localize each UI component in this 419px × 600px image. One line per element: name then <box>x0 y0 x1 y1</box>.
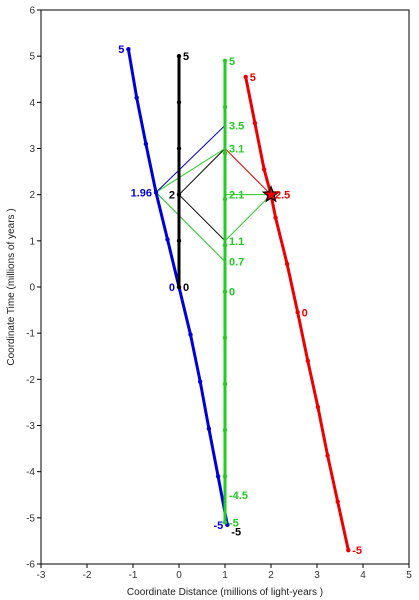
data-label: 3.5 <box>229 120 244 132</box>
data-point <box>206 426 212 431</box>
data-point <box>165 237 170 242</box>
data-label: 2.1 <box>229 190 244 202</box>
x-tick-label: 2 <box>268 570 274 581</box>
data-point <box>153 190 159 195</box>
data-label: -5 <box>352 545 362 557</box>
y-tick-label: -2 <box>26 375 35 386</box>
data-point <box>176 192 182 197</box>
data-point <box>261 167 267 172</box>
light-ray <box>155 125 226 193</box>
data-point <box>222 289 228 294</box>
data-point <box>176 238 182 244</box>
x-tick-label: -1 <box>129 570 138 581</box>
data-point <box>126 47 131 52</box>
data-label: 3.1 <box>229 144 244 156</box>
data-label: 0.7 <box>229 257 244 269</box>
worldline <box>244 76 350 551</box>
y-tick-label: 3 <box>29 144 35 155</box>
y-tick-label: 1 <box>29 236 35 247</box>
data-point <box>222 520 228 525</box>
data-label: -5 <box>229 517 239 529</box>
y-tick-label: 0 <box>29 283 35 294</box>
data-label: 2 <box>169 190 175 202</box>
axis-ticks: -3 -2 -1 0 1 2 3 4 5 -6 -5 -4 -3 -2 -1 0 1 2 3 4 5 6 <box>26 6 412 582</box>
data-point <box>134 95 139 100</box>
y-tick-label: -1 <box>26 329 35 340</box>
data-label: 2.5 <box>275 190 290 202</box>
data-point <box>222 427 228 433</box>
data-point <box>243 74 248 80</box>
light-ray <box>178 194 226 242</box>
light-ray <box>224 148 272 196</box>
data-label: 1.96 <box>131 187 152 199</box>
x-tick-label: 4 <box>360 570 366 581</box>
data-label: -5 <box>214 520 224 532</box>
data-point <box>176 100 182 105</box>
data-point <box>305 358 310 364</box>
data-point <box>346 547 351 553</box>
data-label: -4.5 <box>229 490 248 502</box>
data-point <box>188 332 193 337</box>
y-tick-label: -4 <box>26 467 35 478</box>
data-point <box>197 379 203 384</box>
y-tick-label: -6 <box>26 560 35 571</box>
star-event-marker <box>261 185 281 203</box>
x-tick-label: -3 <box>37 570 46 581</box>
data-label: 5 <box>118 44 124 56</box>
y-tick-label: 5 <box>29 52 35 63</box>
data-point <box>335 499 340 504</box>
x-axis-label: Coordinate Distance (millions of light-y… <box>127 587 323 598</box>
x-tick-label: -2 <box>83 570 92 581</box>
x-tick-label: 3 <box>314 570 320 581</box>
event-marker <box>261 185 281 203</box>
x-tick-label: 0 <box>176 570 182 581</box>
data-label: 0 <box>169 282 175 294</box>
data-point <box>176 53 182 59</box>
light-ray <box>155 192 226 262</box>
light-ray <box>155 148 226 193</box>
data-label: 5 <box>229 56 235 68</box>
data-label: 0 <box>183 282 189 294</box>
light-rays <box>155 125 272 262</box>
data-label: 5 <box>250 72 256 84</box>
y-axis-label: Coordinate Time (millions of years ) <box>6 208 17 365</box>
data-point <box>315 404 321 410</box>
data-point <box>295 310 300 315</box>
data-labels: 5 1.96 0 -5 5 2 0 -5 5 3.5 3.1 2.1 1.1 0.7 0 -4.5 -5 5 2.5… <box>118 44 362 557</box>
data-point <box>222 243 228 248</box>
light-ray <box>178 148 226 196</box>
data-point <box>176 146 182 151</box>
data-label: 1.1 <box>229 236 244 248</box>
y-tick-label: 2 <box>29 190 35 201</box>
worldlines <box>126 47 351 553</box>
data-point <box>222 474 228 479</box>
y-tick-label: -3 <box>26 421 35 432</box>
y-tick-label: -5 <box>26 513 35 524</box>
data-point <box>143 141 149 147</box>
data-point <box>222 197 228 202</box>
light-ray <box>224 194 272 242</box>
x-tick-label: 1 <box>222 570 228 581</box>
data-point <box>273 215 278 220</box>
data-point <box>222 150 228 156</box>
x-tick-label: 5 <box>406 570 412 581</box>
data-point <box>176 284 182 290</box>
data-point <box>252 120 258 126</box>
data-label: 5 <box>183 51 189 63</box>
data-point <box>325 453 330 458</box>
data-label: 0 <box>229 287 235 299</box>
data-point <box>222 335 228 340</box>
data-point <box>222 104 228 110</box>
data-point <box>222 58 228 63</box>
y-tick-label: 4 <box>29 98 35 109</box>
data-label: -5 <box>231 527 241 539</box>
data-point <box>222 381 228 387</box>
data-point <box>284 261 290 267</box>
data-label: 0 <box>302 307 308 319</box>
y-tick-label: 6 <box>29 6 35 17</box>
data-point <box>215 474 221 479</box>
